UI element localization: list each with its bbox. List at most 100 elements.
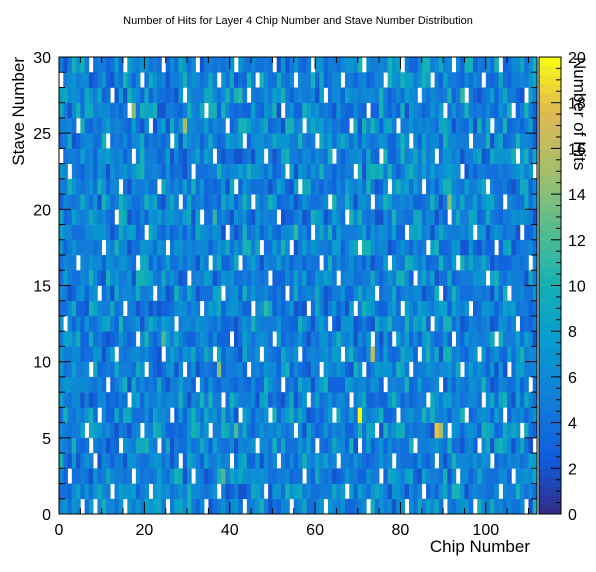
heatmap-cell bbox=[268, 453, 273, 469]
heatmap-cell bbox=[59, 209, 64, 225]
heatmap-cell bbox=[71, 209, 77, 225]
heatmap-cell bbox=[306, 468, 312, 484]
heatmap-cell bbox=[80, 407, 85, 423]
color-scale-band bbox=[539, 367, 561, 378]
heatmap-cell bbox=[238, 133, 243, 149]
color-scale-band bbox=[539, 166, 561, 177]
heatmap-cell bbox=[110, 498, 115, 515]
heatmap-cell bbox=[233, 163, 239, 180]
heatmap-cell bbox=[246, 468, 252, 484]
heatmap-cell bbox=[332, 239, 337, 256]
heatmap-cell bbox=[434, 133, 440, 149]
heatmap-cell bbox=[110, 346, 115, 363]
heatmap-cell bbox=[242, 72, 248, 88]
heatmap-cell bbox=[532, 117, 538, 134]
heatmap-cell bbox=[114, 361, 120, 378]
heatmap-cell bbox=[182, 285, 188, 302]
heatmap-cell bbox=[332, 468, 337, 484]
heatmap-cell bbox=[344, 239, 350, 256]
heatmap-cell bbox=[161, 209, 167, 225]
heatmap-cell bbox=[340, 102, 346, 119]
heatmap-cell bbox=[268, 361, 273, 378]
heatmap-cell bbox=[123, 270, 128, 286]
heatmap-cell bbox=[63, 437, 68, 454]
heatmap-cell bbox=[362, 87, 367, 104]
heatmap-cell bbox=[408, 57, 414, 73]
heatmap-cell bbox=[76, 194, 81, 210]
heatmap-cell bbox=[357, 392, 363, 408]
heatmap-cell bbox=[524, 270, 529, 286]
heatmap-cell bbox=[340, 148, 346, 164]
heatmap-cell bbox=[481, 331, 487, 347]
heatmap-cell bbox=[88, 376, 94, 393]
heatmap-cell bbox=[152, 224, 158, 241]
heatmap-cell bbox=[101, 163, 107, 180]
heatmap-cell bbox=[447, 87, 452, 104]
heatmap-cell bbox=[140, 483, 145, 500]
heatmap-cell bbox=[131, 453, 137, 469]
heatmap-cell bbox=[332, 285, 337, 302]
heatmap-cell bbox=[426, 331, 431, 347]
heatmap-cell bbox=[152, 453, 158, 469]
heatmap-cell bbox=[67, 194, 73, 210]
heatmap-cell bbox=[93, 239, 98, 256]
heatmap-cell bbox=[370, 392, 376, 408]
heatmap-cell bbox=[178, 102, 184, 119]
heatmap-cell bbox=[494, 163, 499, 180]
heatmap-cell bbox=[327, 102, 333, 119]
heatmap-cell bbox=[447, 224, 452, 241]
heatmap-cell bbox=[246, 57, 252, 73]
heatmap-cell bbox=[519, 87, 525, 104]
heatmap-cell bbox=[165, 148, 171, 164]
heatmap-cell bbox=[165, 300, 171, 317]
heatmap-cell bbox=[481, 437, 487, 454]
heatmap-cell bbox=[515, 117, 521, 134]
heatmap-cell bbox=[336, 331, 342, 347]
heatmap-cell bbox=[59, 285, 64, 302]
heatmap-cell bbox=[349, 483, 354, 500]
heatmap-cell bbox=[366, 178, 371, 195]
heatmap-cell bbox=[208, 300, 213, 317]
heatmap-cell bbox=[97, 270, 103, 286]
color-scale-band bbox=[539, 331, 561, 341]
heatmap-cell bbox=[225, 270, 231, 286]
heatmap-cell bbox=[400, 133, 406, 149]
heatmap-cell bbox=[443, 468, 448, 484]
heatmap-cell bbox=[289, 87, 295, 104]
heatmap-cell bbox=[71, 87, 77, 104]
heatmap-cell bbox=[396, 422, 401, 439]
heatmap-cell bbox=[97, 483, 103, 500]
heatmap-cell bbox=[259, 194, 265, 210]
heatmap-cell bbox=[374, 255, 380, 271]
heatmap-cell bbox=[259, 209, 265, 225]
heatmap-cell bbox=[391, 300, 397, 317]
color-scale-band bbox=[539, 386, 561, 396]
heatmap-cell bbox=[233, 483, 239, 500]
heatmap-cell bbox=[362, 346, 367, 363]
heatmap-cell bbox=[169, 346, 175, 363]
heatmap-cell bbox=[105, 163, 111, 180]
heatmap-cell bbox=[336, 285, 342, 302]
heatmap-cell bbox=[229, 361, 235, 378]
heatmap-cell bbox=[293, 468, 299, 484]
heatmap-cell bbox=[67, 422, 73, 439]
heatmap-cell bbox=[105, 483, 111, 500]
heatmap-cell bbox=[528, 72, 534, 88]
heatmap-cell bbox=[76, 57, 81, 73]
heatmap-cell bbox=[238, 422, 243, 439]
heatmap-cell bbox=[472, 209, 478, 225]
heatmap-cell bbox=[67, 331, 73, 347]
heatmap-cell bbox=[272, 422, 278, 439]
heatmap-cell bbox=[289, 102, 295, 119]
heatmap-cell bbox=[460, 407, 465, 423]
heatmap-cell bbox=[101, 87, 107, 104]
heatmap-cell bbox=[71, 331, 77, 347]
heatmap-cell bbox=[362, 239, 367, 256]
heatmap-cell bbox=[76, 209, 81, 225]
heatmap-cell bbox=[255, 239, 260, 256]
heatmap-cell bbox=[148, 148, 154, 164]
heatmap-cell bbox=[528, 346, 534, 363]
x-tick-label: 100 bbox=[472, 522, 499, 539]
heatmap-cell bbox=[315, 148, 320, 164]
heatmap-cell bbox=[485, 498, 491, 515]
